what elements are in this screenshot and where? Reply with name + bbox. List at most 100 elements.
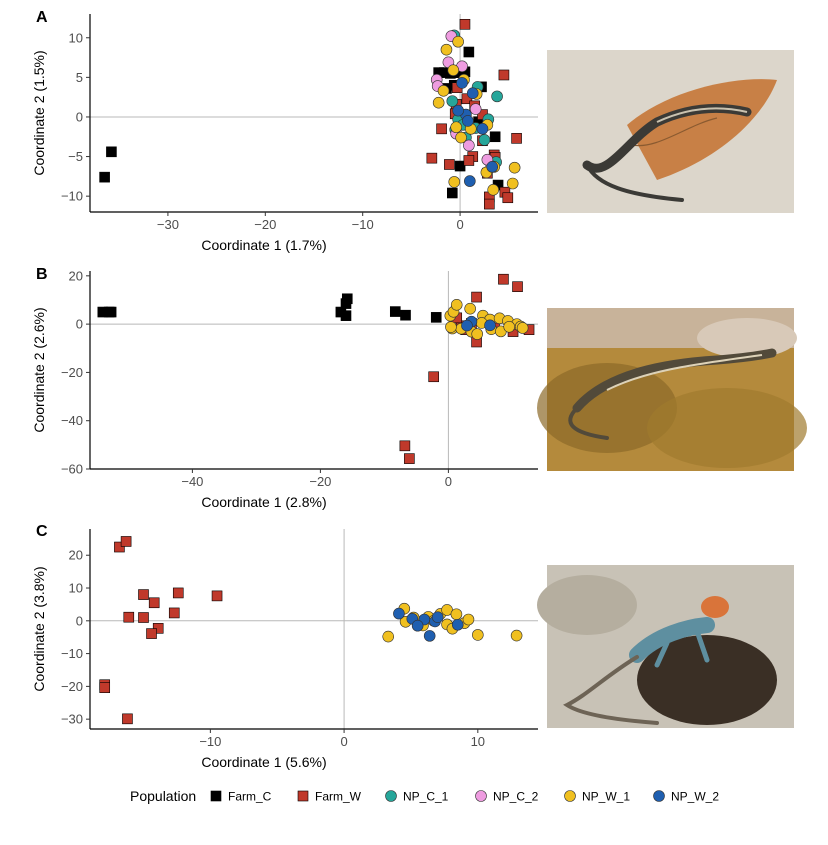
point-farm-w bbox=[459, 18, 471, 30]
legend-swatch bbox=[653, 790, 665, 802]
point-farm-w bbox=[428, 371, 439, 383]
legend-title: Population bbox=[130, 788, 196, 804]
point-np-w-1 bbox=[437, 85, 450, 97]
legend-item-farm-c: Farm_C bbox=[210, 790, 272, 804]
point-np-w-1 bbox=[448, 176, 461, 188]
legend-swatch bbox=[475, 790, 487, 802]
x-axis-title: Coordinate 1 (2.8%) bbox=[201, 494, 326, 510]
y-tick-label: 20 bbox=[69, 548, 83, 563]
legend-swatch bbox=[297, 790, 309, 802]
point-farm-w bbox=[404, 453, 415, 464]
point-farm-c bbox=[99, 171, 110, 183]
y-axis-title: Coordinate 2 (2.6%) bbox=[31, 307, 47, 432]
y-tick-label: −20 bbox=[61, 365, 83, 380]
point-farm-w bbox=[120, 536, 132, 547]
y-tick-label: 10 bbox=[69, 30, 83, 45]
y-tick-label: −60 bbox=[61, 462, 83, 477]
point-farm-w bbox=[426, 152, 438, 164]
x-tick-label: 0 bbox=[445, 474, 452, 489]
point-np-w-2 bbox=[411, 619, 424, 632]
point-np-w-1 bbox=[440, 43, 453, 56]
point-np-w-2 bbox=[461, 319, 473, 332]
legend-label: Farm_C bbox=[228, 790, 272, 804]
x-tick-label: −10 bbox=[199, 734, 221, 749]
point-farm-w bbox=[211, 590, 223, 602]
panel-c: C −10 0 10 −30 −20 −10 0 10 20 Coordinate 1 (5.6%)… bbox=[31, 523, 538, 770]
dragon-lizard-photo bbox=[537, 565, 794, 728]
point-farm-w bbox=[498, 69, 510, 81]
point-farm-w bbox=[502, 192, 514, 204]
point-np-w-2 bbox=[476, 123, 489, 135]
point-np-w-2 bbox=[431, 611, 444, 623]
y-tick-label: −10 bbox=[61, 189, 83, 204]
legend-swatch bbox=[385, 790, 397, 802]
point-np-w-1 bbox=[506, 177, 519, 190]
point-farm-w bbox=[512, 281, 523, 292]
legend-label: NP_C_1 bbox=[403, 790, 449, 804]
point-np-w-2 bbox=[456, 77, 468, 89]
point-farm-c bbox=[454, 160, 466, 172]
point-np-w-1 bbox=[472, 629, 484, 641]
x-tick-label: 0 bbox=[340, 734, 347, 749]
y-tick-label: 0 bbox=[76, 109, 83, 124]
point-farm-w bbox=[471, 291, 482, 303]
point-farm-c bbox=[463, 46, 475, 58]
legend-swatch bbox=[210, 790, 222, 802]
point-farm-c bbox=[106, 146, 117, 158]
x-tick-label: 0 bbox=[456, 217, 463, 232]
x-tick-label: −20 bbox=[309, 474, 331, 489]
y-tick-label: −10 bbox=[61, 646, 83, 661]
point-np-w-2 bbox=[423, 630, 436, 642]
point-farm-w bbox=[484, 198, 495, 210]
point-np-c-2 bbox=[469, 103, 482, 115]
point-np-w-1 bbox=[432, 96, 445, 109]
point-np-w-1 bbox=[445, 321, 457, 333]
skink-on-sand-photo bbox=[547, 50, 794, 213]
point-np-w-1 bbox=[462, 613, 475, 626]
legend-item-farm-w: Farm_W bbox=[297, 790, 362, 804]
panel-label: C bbox=[36, 523, 48, 540]
point-farm-c bbox=[105, 306, 117, 318]
point-farm-w bbox=[99, 682, 111, 693]
point-farm-w bbox=[146, 628, 157, 639]
x-tick-label: −10 bbox=[352, 217, 374, 232]
legend-label: NP_W_2 bbox=[671, 790, 719, 804]
point-farm-w bbox=[122, 713, 133, 725]
point-farm-w bbox=[399, 440, 411, 452]
point-farm-w bbox=[444, 159, 455, 170]
legend-item-np-c-1: NP_C_1 bbox=[385, 790, 449, 804]
point-np-w-2 bbox=[464, 175, 476, 187]
point-farm-c bbox=[389, 306, 401, 317]
x-axis-title: Coordinate 1 (5.6%) bbox=[201, 754, 326, 770]
point-np-w-2 bbox=[393, 607, 405, 620]
panel-label: A bbox=[36, 9, 48, 26]
skink-on-moss-photo bbox=[537, 308, 807, 471]
point-farm-w bbox=[148, 597, 160, 609]
panel-a: A −30 −20 −10 0 −10 −5 0 5 10 Coordinate 1 (1.7%) C… bbox=[31, 9, 538, 253]
panel-b: B −40 −20 0 −60 −40 −20 0 20 Coordinate 1 (2.8%) C… bbox=[31, 266, 538, 510]
y-tick-label: 0 bbox=[76, 613, 83, 628]
point-farm-w bbox=[138, 612, 149, 623]
panel-label: B bbox=[36, 266, 48, 283]
point-np-w-1 bbox=[487, 184, 500, 196]
point-farm-w bbox=[436, 123, 447, 135]
legend: Population Farm_C Farm_W NP_C_1 NP_C_2 NP_W_1… bbox=[130, 788, 719, 804]
point-np-c-1 bbox=[478, 134, 491, 146]
point-farm-w bbox=[463, 155, 475, 166]
point-farm-c bbox=[489, 131, 501, 143]
y-tick-label: 5 bbox=[76, 70, 83, 85]
point-np-w-2 bbox=[466, 87, 479, 99]
point-farm-c bbox=[446, 187, 458, 199]
point-farm-w bbox=[138, 589, 149, 600]
point-np-w-1 bbox=[508, 161, 521, 174]
point-farm-w bbox=[168, 607, 180, 619]
point-np-w-1 bbox=[464, 302, 476, 315]
point-np-w-1 bbox=[503, 320, 516, 333]
point-np-w-1 bbox=[471, 328, 484, 340]
point-np-w-1 bbox=[450, 299, 463, 311]
point-farm-w bbox=[114, 541, 125, 553]
y-tick-label: 10 bbox=[69, 581, 83, 596]
x-tick-label: 10 bbox=[471, 734, 485, 749]
legend-item-np-w-1: NP_W_1 bbox=[564, 790, 630, 804]
